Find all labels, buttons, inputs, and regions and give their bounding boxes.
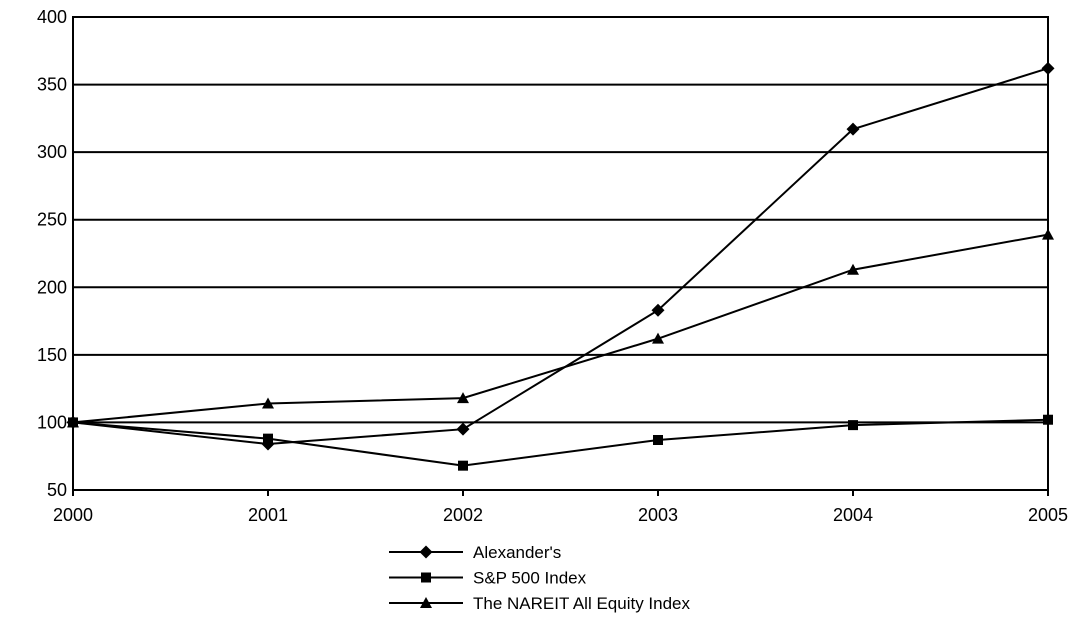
x-tick-labels: 2000 2001 2002 2003 2004 2005 (53, 505, 1068, 525)
y-tick-label: 350 (37, 75, 67, 95)
triangle-marker (262, 397, 274, 409)
square-marker (848, 420, 858, 431)
series-lines (66, 61, 1055, 471)
y-tick-label: 250 (37, 210, 67, 230)
y-tick-label: 50 (47, 480, 67, 500)
y-tick-label: 400 (37, 7, 67, 27)
triangle-marker (1042, 228, 1054, 240)
legend-diamond-marker (419, 545, 433, 559)
x-tick-label: 2002 (443, 505, 483, 525)
legend-label: S&P 500 Index (473, 569, 587, 588)
series-line (72, 233, 1049, 424)
square-marker (263, 433, 273, 444)
legend-square-marker (421, 572, 431, 583)
legend: Alexander's S&P 500 Index The NAREIT All E… (389, 543, 691, 613)
y-tick-labels: 50 100 150 200 250 300 350 400 (37, 7, 67, 500)
square-marker (1043, 414, 1053, 425)
axes (72, 16, 1049, 496)
x-tick-label: 2001 (248, 505, 288, 525)
y-tick-label: 200 (37, 277, 67, 297)
legend-item: Alexander's (389, 543, 561, 562)
diamond-marker (846, 122, 860, 136)
x-tick-label: 2003 (638, 505, 678, 525)
series-diamond (66, 61, 1055, 451)
grid-lines (73, 16, 1048, 491)
diamond-marker (651, 303, 665, 317)
square-marker (458, 460, 468, 471)
series-line (72, 67, 1049, 446)
triangle-marker (457, 392, 469, 404)
y-tick-label: 100 (37, 412, 67, 432)
x-tick-label: 2004 (833, 505, 873, 525)
y-tick-label: 150 (37, 345, 67, 365)
series-line (72, 418, 1049, 467)
legend-triangle-marker (420, 597, 432, 608)
plot-area-border (72, 16, 1049, 491)
legend-label: The NAREIT All Equity Index (473, 594, 691, 613)
legend-item: S&P 500 Index (389, 569, 587, 588)
diamond-marker (456, 422, 470, 436)
triangle-marker (847, 263, 859, 275)
series-triangle (67, 228, 1054, 428)
triangle-marker (652, 332, 664, 344)
legend-item: The NAREIT All Equity Index (389, 594, 691, 613)
diamond-marker (1041, 61, 1055, 75)
x-tick-label: 2000 (53, 505, 93, 525)
legend-label: Alexander's (473, 543, 561, 562)
y-tick-label: 300 (37, 142, 67, 162)
x-tick-label: 2005 (1028, 505, 1068, 525)
triangle-marker (67, 416, 79, 428)
square-marker (653, 434, 663, 445)
